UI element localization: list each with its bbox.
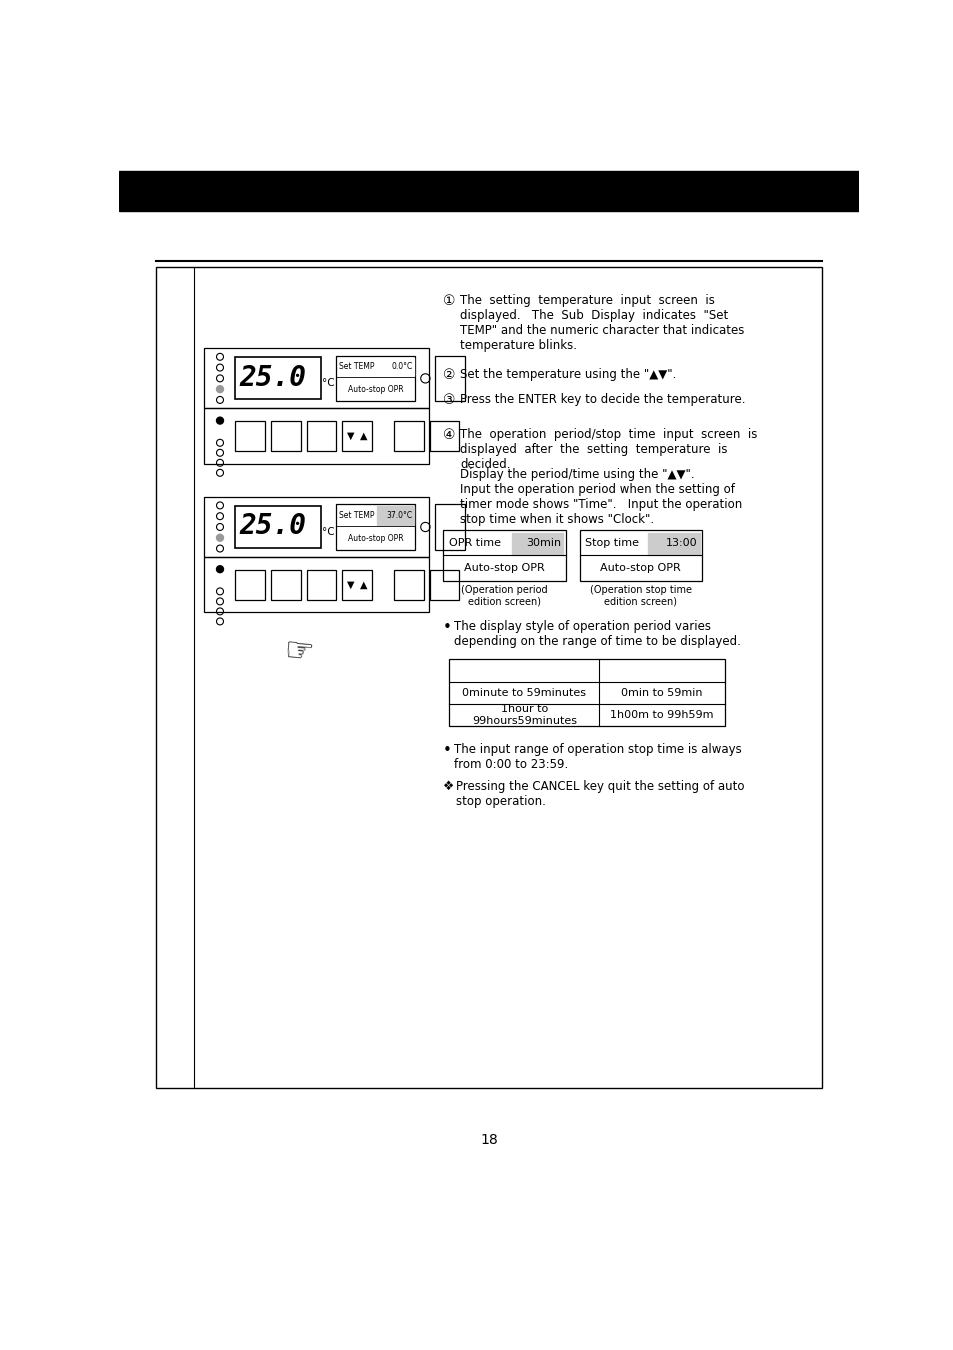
Text: •: •: [443, 620, 452, 634]
Bar: [511, 533, 562, 555]
Text: (Operation stop time
edition screen): (Operation stop time edition screen): [589, 585, 691, 606]
Text: Display the period/time using the "▲▼".: Display the period/time using the "▲▼".: [459, 467, 694, 481]
Text: Auto-stop OPR: Auto-stop OPR: [599, 563, 680, 574]
Bar: [119, 171, 858, 211]
Text: °C: °C: [321, 526, 334, 537]
Bar: [443, 531, 565, 580]
Bar: [271, 421, 300, 451]
Bar: [377, 506, 414, 525]
Text: Auto-stop OPR: Auto-stop OPR: [348, 385, 403, 394]
Bar: [579, 531, 701, 580]
Text: Stop time: Stop time: [584, 537, 639, 548]
Bar: [435, 504, 464, 549]
Text: 1hour to
99hours59minutes: 1hour to 99hours59minutes: [472, 705, 577, 726]
Bar: [394, 570, 423, 599]
Bar: [235, 506, 320, 548]
Text: ②: ②: [443, 369, 456, 382]
Bar: [435, 355, 464, 401]
Text: Pressing the CANCEL key quit the setting of auto
stop operation.: Pressing the CANCEL key quit the setting…: [456, 779, 744, 807]
Bar: [307, 421, 335, 451]
Bar: [377, 358, 414, 377]
Text: 37.0°C: 37.0°C: [387, 510, 413, 520]
Text: ▼: ▼: [347, 579, 355, 590]
Text: Auto-stop OPR: Auto-stop OPR: [463, 563, 544, 574]
Text: 0.0°C: 0.0°C: [392, 362, 413, 371]
Text: ④: ④: [443, 428, 456, 441]
Bar: [235, 421, 265, 451]
Bar: [342, 570, 372, 599]
Text: 30min: 30min: [525, 537, 560, 548]
Circle shape: [216, 417, 223, 424]
Bar: [335, 355, 415, 401]
Text: Set the temperature using the "▲▼".: Set the temperature using the "▲▼".: [459, 369, 676, 381]
Bar: [235, 570, 265, 599]
Bar: [430, 570, 459, 599]
Text: The  setting  temperature  input  screen  is
displayed.   The  Sub  Display  ind: The setting temperature input screen is …: [459, 294, 744, 352]
Text: 0min to 59min: 0min to 59min: [620, 688, 702, 698]
Bar: [394, 421, 423, 451]
Text: Set TEMP: Set TEMP: [339, 510, 375, 520]
Bar: [204, 348, 429, 409]
Text: ▼: ▼: [347, 431, 355, 441]
Bar: [204, 409, 429, 464]
Text: 0minute to 59minutes: 0minute to 59minutes: [462, 688, 586, 698]
Text: (Operation period
edition screen): (Operation period edition screen): [460, 585, 547, 606]
Text: °C: °C: [321, 378, 334, 389]
Text: OPR time: OPR time: [448, 537, 500, 548]
Text: •: •: [443, 744, 452, 759]
Text: ①: ①: [443, 294, 456, 308]
Bar: [449, 659, 723, 726]
Bar: [647, 533, 699, 555]
Circle shape: [216, 535, 223, 541]
Text: Auto-stop OPR: Auto-stop OPR: [348, 533, 403, 543]
Bar: [307, 570, 335, 599]
Text: 13:00: 13:00: [665, 537, 697, 548]
Text: Input the operation period when the setting of
timer mode shows "Time".   Input : Input the operation period when the sett…: [459, 483, 741, 526]
Bar: [271, 570, 300, 599]
Text: ▲: ▲: [359, 431, 367, 441]
Text: 25.0: 25.0: [239, 512, 306, 540]
Bar: [342, 421, 372, 451]
Bar: [204, 558, 429, 613]
Text: ③: ③: [443, 393, 456, 406]
Circle shape: [216, 386, 223, 393]
Bar: [430, 421, 459, 451]
Bar: [155, 267, 821, 1088]
Bar: [204, 497, 429, 558]
Text: Set TEMP: Set TEMP: [339, 362, 375, 371]
Text: 18: 18: [479, 1133, 497, 1147]
Bar: [235, 358, 320, 400]
Text: ❖: ❖: [443, 779, 454, 792]
Text: The input range of operation stop time is always
from 0:00 to 23:59.: The input range of operation stop time i…: [454, 744, 741, 771]
Text: ☞: ☞: [282, 634, 314, 670]
Text: 25.0: 25.0: [239, 363, 306, 392]
Text: The display style of operation period varies
depending on the range of time to b: The display style of operation period va…: [454, 620, 740, 648]
Bar: [335, 504, 415, 549]
Circle shape: [216, 566, 223, 572]
Text: Press the ENTER key to decide the temperature.: Press the ENTER key to decide the temper…: [459, 393, 745, 406]
Text: ▲: ▲: [359, 579, 367, 590]
Text: 1h00m to 99h59m: 1h00m to 99h59m: [610, 710, 713, 721]
Text: The  operation  period/stop  time  input  screen  is
displayed  after  the  sett: The operation period/stop time input scr…: [459, 428, 757, 471]
